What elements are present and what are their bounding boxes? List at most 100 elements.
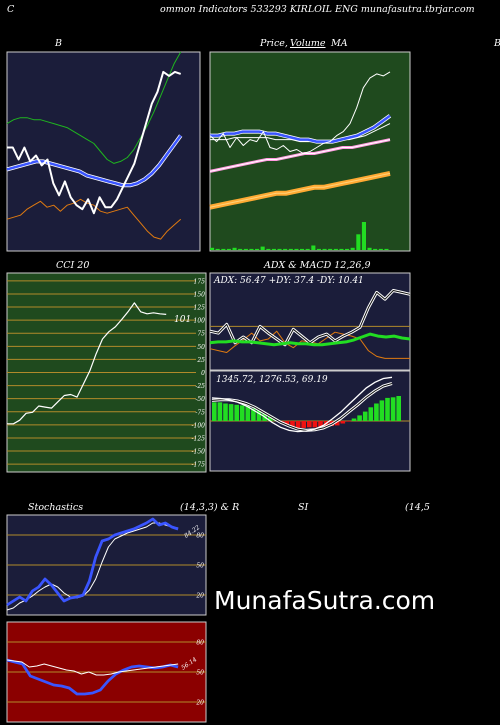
macd-histogram-bar [267,416,273,421]
macd-histogram-bar [228,404,234,421]
bb-panel-title: B [55,38,62,49]
cci-tick-label: -25 [195,383,205,390]
volume-bar [300,248,305,250]
watermark: MunafaSutra.com [214,586,436,615]
right-panel-letter: B [494,38,500,49]
stoch-panel-params: (14,3,3) & R [180,502,240,513]
volume-bar [384,248,389,250]
volume-bar [367,247,372,250]
macd-histogram-bar [340,421,346,424]
cci-tick-label: 25 [196,357,205,364]
macd-histogram-bar [312,421,318,428]
cci-line [7,302,167,425]
stochastics-d-line [6,522,179,611]
cci-panel-title: CCI 20 [56,260,90,271]
cci-tick-label: 125 [194,305,206,312]
macd-histogram-bar [307,421,312,428]
volume-bar [215,248,220,250]
volume-bar [356,234,361,250]
volume-bar [232,247,237,250]
cci-tick-label: -75 [195,409,205,416]
volume-bar [271,248,276,250]
volume-bar [350,247,355,250]
stoch-panel-title: Stochastics [28,502,84,513]
rsi-panel-title: SI [298,502,309,513]
macd-histogram-bar [251,408,256,421]
cci-tick-label: -125 [192,435,206,442]
volume-bar [294,248,299,250]
volume-bar [322,248,327,250]
volume-bar [260,246,265,250]
macd-histogram-bar [379,400,385,421]
rsi-tick-label: 50 [196,670,204,677]
rsi-tick-label: 20 [195,700,204,707]
macd-histogram-bar [284,421,290,425]
macd-histogram-bar [301,421,306,428]
volume-bar [221,248,226,250]
volume-bar [210,247,215,250]
adx-line [209,332,411,347]
macd-histogram-bar [396,396,401,421]
volume-bar [311,245,316,250]
macd-histogram-bar [234,404,239,422]
adx-macd-panel-title: ADX & MACD 12,26,9 [264,260,371,271]
volume-bar [378,248,383,250]
macd-histogram-bar [346,421,351,422]
macd-histogram-bar [318,421,323,427]
macd-histogram-bar [385,397,390,421]
macd-histogram-bar [223,403,228,421]
cci-tick-label: -175 [192,462,206,469]
volume-bar [305,248,310,250]
cci-tick-label: -100 [192,422,206,429]
ma-panel-title: MA [331,38,348,49]
macd-histogram-bar [245,406,251,421]
bollinger-upper-band-line [6,51,182,164]
cci-tick-label: 50 [197,344,205,351]
header-title: ommon Indicators 533293 KIRLOIL ENG muna… [160,4,475,15]
volume-panel-title: Volume [290,38,326,49]
cci-tick-label: 175 [194,278,206,285]
stochastics-tick-label: 50 [196,563,204,570]
macd-histogram-bar [295,421,301,428]
bollinger-middle-band-line [6,134,182,187]
volume-bar [255,248,260,250]
adx-panel [209,272,411,371]
macd-line [211,376,393,433]
macd-histogram-bar [362,411,368,421]
ma-blue-line [210,114,391,143]
cci-tick-label: 100 [194,318,206,325]
macd-histogram-bar [239,405,245,421]
macd-histogram-bar [390,397,396,422]
volume-bar [361,222,366,250]
macd-histogram-bar [290,421,295,427]
stochastics-k-line [6,517,179,607]
rsi-tick-label: 80 [196,640,204,647]
ma-orange-highlight [209,172,391,208]
macd-histogram-bar [212,402,217,422]
volume-bar [339,248,344,250]
volume-bar [345,248,350,250]
bollinger-lower-band-line [6,198,182,240]
volume-bar [328,248,333,250]
volume-bar [226,248,231,250]
volume-bar [316,248,321,250]
volume-bar [266,248,271,250]
volume-bar [249,248,254,250]
cci-tick-label: 0 [201,370,205,377]
cci-tick-label: -50 [195,396,205,403]
cci-tick-label: -150 [192,449,206,456]
volume-bar [288,248,293,250]
price-panel-title: Price, [260,38,288,49]
macd-values-label: 1345.72, 1276.53, 69.19 [216,375,328,385]
stochastics-tick-label: 20 [195,593,204,600]
macd-histogram-bar [351,418,357,421]
adx-values-label: ADX: 56.47 +DY: 37.4 -DY: 10.41 [213,276,364,286]
rsi-panel-params: (14,5 [405,502,430,513]
bollinger-price-line [7,70,182,215]
cci-tick-label: 75 [197,331,205,338]
macd-histogram-bar [357,415,362,421]
volume-bar [333,248,338,250]
macd-histogram-bar [256,409,262,422]
cci-last-value-label: 101 [174,315,191,325]
